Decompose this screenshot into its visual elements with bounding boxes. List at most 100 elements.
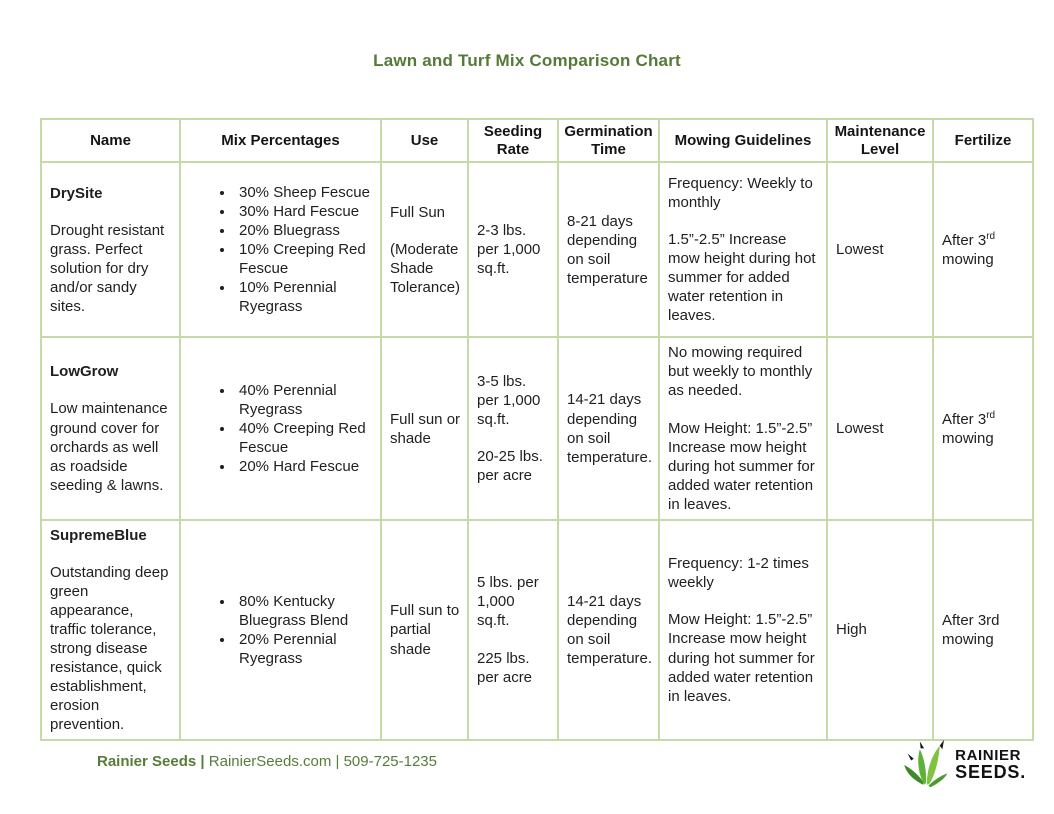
mix-description: Drought resistant grass. Perfect solutio… [50, 221, 165, 315]
logo-line-2: SEEDS. [955, 761, 1026, 782]
germination-time-cell: 14-21 days depending on soil temperature… [557, 518, 660, 742]
header-seeding-rate: Seeding Rate [467, 117, 559, 164]
maintenance-level-cell: High [826, 518, 934, 742]
page-title: Lawn and Turf Mix Comparison Chart [373, 51, 681, 70]
paragraph: 3-5 lbs. per 1,000 sq.ft. [477, 372, 541, 429]
mowing-guidelines-cell: Frequency: 1-2 times weekly Mow Height: 1… [658, 518, 828, 742]
fertilize-text: After 3rd mowing [942, 611, 1000, 648]
mix-item: 20% Bluegrass [235, 221, 374, 240]
mix-percentages-cell: 30% Sheep Fescue30% Hard Fescue20% Blueg… [179, 161, 382, 339]
mowing-text: Frequency: 1-2 times weekly Mow Height: 1… [668, 554, 820, 705]
logo-text: RAINIER SEEDS. [955, 748, 1026, 781]
header-row: Name Mix Percentages Use Seeding Rate Ge… [40, 117, 1034, 164]
header-maintenance-level: Maintenance Level [826, 117, 934, 164]
seeding-rate-text: 5 lbs. per 1,000 sq.ft. 225 lbs. per acre [477, 573, 551, 686]
table-row-supremeblue: SupremeBlue Outstanding deep green appea… [40, 518, 1034, 742]
germination-text: 8-21 days depending on soil temperature [567, 212, 648, 287]
rainier-seeds-logo: RAINIER SEEDS. [899, 736, 1026, 792]
logo-line-1: RAINIER [955, 746, 1022, 764]
maintenance-level-cell: Lowest [826, 336, 934, 521]
paragraph: Frequency: 1-2 times weekly [668, 555, 809, 592]
mix-percentages-cell: 80% Kentucky Bluegrass Blend20% Perennia… [179, 518, 382, 742]
germination-time-cell: 8-21 days depending on soil temperature [557, 161, 660, 339]
mix-item: 20% Hard Fescue [235, 457, 374, 476]
fertilize-text: After 3rd mowing [942, 409, 996, 447]
germination-text: 14-21 days depending on soil temperature… [567, 592, 653, 668]
use-cell: Full Sun (Moderate Shade Tolerance) [380, 161, 469, 339]
paragraph: 2-3 lbs. per 1,000 sq.ft. [477, 222, 541, 278]
mix-name: SupremeBlue [50, 526, 147, 544]
maintenance-level-cell: Lowest [826, 161, 934, 339]
mix-list: 40% Perennial Ryegrass40% Creeping Red F… [189, 381, 374, 476]
paragraph: Frequency: Weekly to monthly [668, 175, 813, 212]
mowing-text: No mowing required but weekly to monthly… [668, 343, 820, 513]
mowing-text: Frequency: Weekly to monthly 1.5”-2.5” In… [668, 174, 820, 325]
mix-description: Low maintenance ground cover for orchard… [50, 400, 168, 494]
germination-text: 14-21 days depending on soil temperature… [567, 391, 653, 466]
fertilize-text: After 3rd mowing [942, 230, 996, 268]
name-cell: LowGrow Low maintenance ground cover for… [40, 336, 181, 521]
paragraph: Full sun or shade [390, 410, 461, 447]
mix-item: 20% Perennial Ryegrass [235, 630, 374, 668]
paragraph: Full Sun [390, 203, 446, 221]
seeding-rate-text: 2-3 lbs. per 1,000 sq.ft. [477, 221, 551, 278]
paragraph: 1.5”-2.5” Increase mow height during hot… [668, 231, 816, 325]
paragraph: 20-25 lbs. per acre [477, 448, 543, 485]
maintenance-text: Lowest [836, 420, 884, 438]
table-row-drysite: DrySite Drought resistant grass. Perfect… [40, 161, 1034, 339]
mix-list: 80% Kentucky Bluegrass Blend20% Perennia… [189, 592, 374, 668]
fertilize-cell: After 3rd mowing [932, 518, 1034, 742]
seeding-rate-text: 3-5 lbs. per 1,000 sq.ft. 20-25 lbs. per … [477, 372, 551, 485]
paragraph: No mowing required but weekly to monthly… [668, 344, 813, 400]
grass-leaves-icon [904, 739, 948, 788]
paragraph: Full sun to partial shade [390, 602, 460, 658]
footer-phone: 509-725-1235 [343, 753, 437, 770]
paragraph: Mow Height: 1.5”-2.5” Increase mow heigh… [668, 419, 815, 513]
seeding-rate-cell: 2-3 lbs. per 1,000 sq.ft. [467, 161, 559, 339]
mix-item: 30% Sheep Fescue [235, 183, 374, 202]
use-cell: Full sun or shade [380, 336, 469, 521]
fertilize-cell: After 3rd mowing [932, 336, 1034, 521]
paragraph: 5 lbs. per 1,000 sq.ft. [477, 574, 539, 630]
mix-item: 40% Creeping Red Fescue [235, 419, 374, 457]
mowing-guidelines-cell: No mowing required but weekly to monthly… [658, 336, 828, 521]
footer-separator: | [335, 753, 340, 770]
header-name: Name [40, 117, 181, 164]
name-cell: SupremeBlue Outstanding deep green appea… [40, 518, 181, 742]
mowing-guidelines-cell: Frequency: Weekly to monthly 1.5”-2.5” In… [658, 161, 828, 339]
seeding-rate-cell: 3-5 lbs. per 1,000 sq.ft. 20-25 lbs. per … [467, 336, 559, 521]
mix-name: DrySite [50, 184, 103, 202]
paragraph: Mow Height: 1.5”-2.5” Increase mow heigh… [668, 611, 815, 705]
mix-item: 30% Hard Fescue [235, 202, 374, 221]
use-text: Full sun or shade [390, 410, 461, 448]
name-cell: DrySite Drought resistant grass. Perfect… [40, 161, 181, 339]
mix-item: 10% Perennial Ryegrass [235, 278, 374, 316]
header-mowing-guidelines: Mowing Guidelines [658, 117, 828, 164]
mix-item: 40% Perennial Ryegrass [235, 381, 374, 419]
comparison-table: Name Mix Percentages Use Seeding Rate Ge… [40, 117, 1034, 742]
mix-item: 80% Kentucky Bluegrass Blend [235, 592, 374, 630]
seeding-rate-cell: 5 lbs. per 1,000 sq.ft. 225 lbs. per acre [467, 518, 559, 742]
use-text: Full Sun (Moderate Shade Tolerance) [390, 203, 461, 297]
maintenance-text: Lowest [836, 241, 884, 259]
mix-list: 30% Sheep Fescue30% Hard Fescue20% Blueg… [189, 183, 374, 316]
mix-name: LowGrow [50, 363, 119, 381]
footer-separator: | [200, 753, 205, 770]
fertilize-cell: After 3rd mowing [932, 161, 1034, 339]
use-text: Full sun to partial shade [390, 601, 461, 658]
footer-website: RainierSeeds.com [208, 753, 332, 770]
germination-time-cell: 14-21 days depending on soil temperature… [557, 336, 660, 521]
ordinal-suffix: rd [986, 409, 996, 421]
paragraph: 225 lbs. per acre [477, 649, 533, 686]
footer-contact-line: Rainier Seeds | RainierSeeds.com | 509-7… [97, 753, 437, 770]
header-germination-time: Germination Time [557, 117, 660, 164]
mix-description: Outstanding deep green appearance, traff… [50, 563, 169, 734]
use-cell: Full sun to partial shade [380, 518, 469, 742]
header-mix-percentages: Mix Percentages [179, 117, 382, 164]
table-row-lowgrow: LowGrow Low maintenance ground cover for… [40, 336, 1034, 521]
ordinal-suffix: rd [986, 230, 996, 242]
header-fertilize: Fertilize [932, 117, 1034, 164]
footer-brand: Rainier Seeds [97, 753, 197, 770]
header-use: Use [380, 117, 469, 164]
paragraph: (Moderate Shade Tolerance) [390, 240, 461, 296]
